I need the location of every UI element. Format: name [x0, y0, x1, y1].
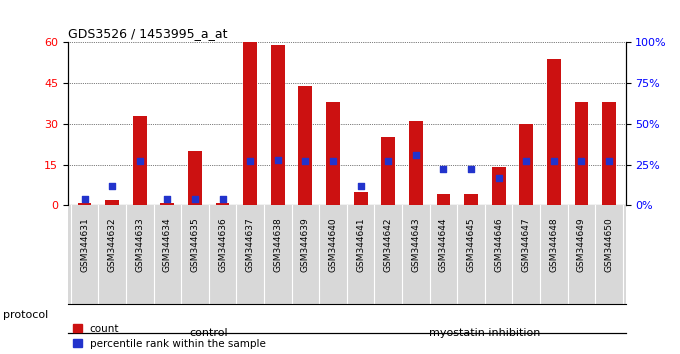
Text: GSM344648: GSM344648 [549, 217, 558, 272]
Bar [326, 102, 340, 205]
Bar [575, 102, 588, 205]
Bar [602, 102, 616, 205]
Text: control: control [190, 328, 228, 338]
Point [576, 159, 587, 164]
Text: GSM344631: GSM344631 [80, 217, 89, 272]
Point [355, 183, 366, 189]
Point [162, 196, 173, 202]
Bar [243, 42, 257, 205]
Bar [409, 121, 423, 205]
Point [383, 159, 394, 164]
Text: GSM344644: GSM344644 [439, 217, 448, 272]
Point [410, 152, 421, 158]
Bar [133, 116, 147, 205]
Text: GSM344650: GSM344650 [605, 217, 613, 272]
Bar [381, 137, 395, 205]
Text: GDS3526 / 1453995_a_at: GDS3526 / 1453995_a_at [68, 27, 228, 40]
Point [217, 196, 228, 202]
Point [273, 157, 284, 162]
Bar [520, 124, 533, 205]
Point [300, 159, 311, 164]
Bar [105, 200, 119, 205]
Bar [271, 45, 285, 205]
Bar [354, 192, 367, 205]
Point [521, 159, 532, 164]
Point [548, 159, 559, 164]
Bar [216, 202, 229, 205]
Bar [464, 194, 478, 205]
Text: GSM344633: GSM344633 [135, 217, 144, 272]
Text: GSM344632: GSM344632 [107, 217, 117, 272]
Bar [78, 202, 92, 205]
Bar [160, 202, 174, 205]
Text: GSM344636: GSM344636 [218, 217, 227, 272]
Bar [188, 151, 202, 205]
Point [438, 167, 449, 172]
Point [466, 167, 477, 172]
Text: GSM344638: GSM344638 [273, 217, 282, 272]
Text: GSM344641: GSM344641 [356, 217, 365, 272]
Text: GSM344639: GSM344639 [301, 217, 310, 272]
Text: GSM344634: GSM344634 [163, 217, 172, 272]
Text: protocol: protocol [3, 310, 49, 320]
Bar [299, 86, 312, 205]
Bar [437, 194, 450, 205]
Text: myostatin inhibition: myostatin inhibition [429, 328, 541, 338]
Text: GSM344645: GSM344645 [466, 217, 475, 272]
Legend: count, percentile rank within the sample: count, percentile rank within the sample [73, 324, 266, 349]
Point [493, 175, 504, 181]
Point [328, 159, 339, 164]
Text: GSM344642: GSM344642 [384, 217, 393, 272]
Point [135, 159, 146, 164]
Bar [492, 167, 505, 205]
Point [245, 159, 256, 164]
Text: GSM344635: GSM344635 [190, 217, 199, 272]
Text: GSM344643: GSM344643 [411, 217, 420, 272]
Point [107, 183, 118, 189]
Point [79, 196, 90, 202]
Text: GSM344647: GSM344647 [522, 217, 530, 272]
Text: GSM344637: GSM344637 [245, 217, 255, 272]
Text: GSM344640: GSM344640 [328, 217, 337, 272]
Point [604, 159, 615, 164]
Text: GSM344646: GSM344646 [494, 217, 503, 272]
Point [190, 196, 201, 202]
Bar [547, 59, 561, 205]
Text: GSM344649: GSM344649 [577, 217, 586, 272]
